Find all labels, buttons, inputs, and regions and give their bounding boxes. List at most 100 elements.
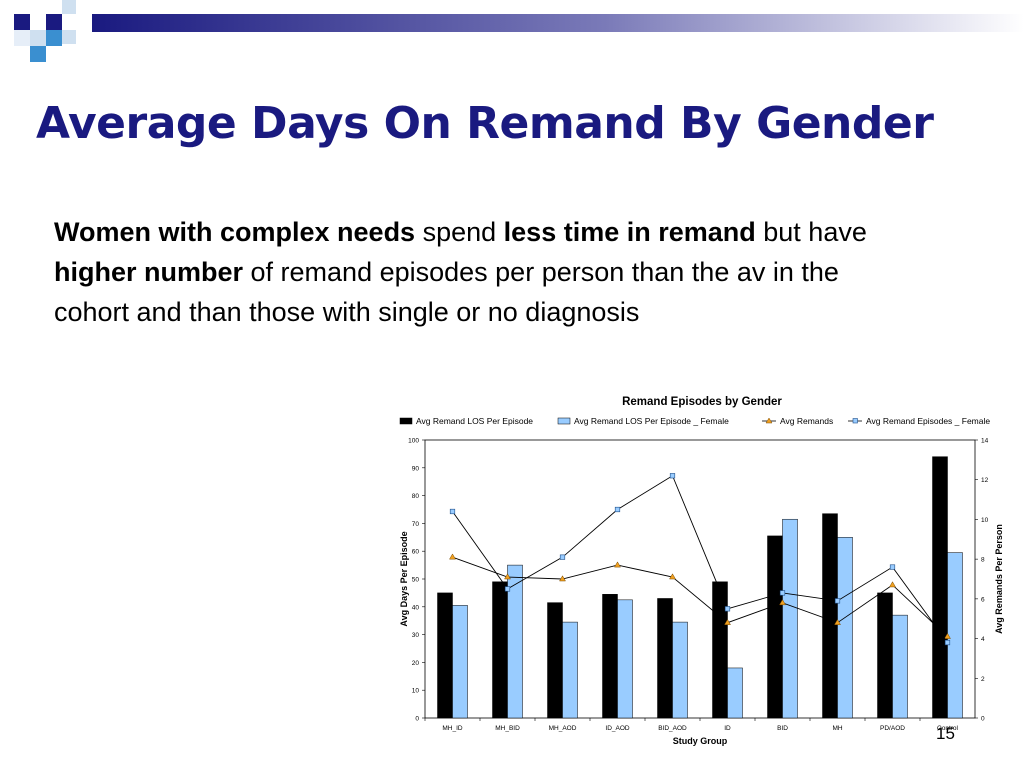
y-tick-label: 100 xyxy=(408,438,419,445)
point-marker xyxy=(669,573,676,580)
remand-chart: Remand Episodes by Gender Avg Remand LOS … xyxy=(399,396,1004,746)
y-tick-label: 50 xyxy=(412,577,420,584)
x-tick-label: ID_AOD xyxy=(605,725,630,732)
bar xyxy=(892,614,908,719)
y-tick-label: 40 xyxy=(412,604,420,611)
y2-tick-label: 6 xyxy=(981,596,985,603)
x-tick-label: MH_ID xyxy=(442,725,463,732)
bar xyxy=(547,602,563,719)
body-text-run: of remand episodes per person than the a… xyxy=(54,257,839,327)
bar xyxy=(837,537,853,719)
point-marker xyxy=(724,618,731,625)
y-tick-label: 80 xyxy=(412,493,420,500)
legend-label: Avg Remands xyxy=(780,416,833,426)
legend-label: Avg Remand LOS Per Episode _ Female xyxy=(574,416,729,426)
chart-title: Remand Episodes by Gender xyxy=(622,396,782,408)
point-marker xyxy=(449,508,456,515)
slide-body-text: Women with complex needs spend less time… xyxy=(54,212,894,332)
slide-number: 15 xyxy=(936,724,955,743)
decor-square xyxy=(14,30,30,46)
decor-square xyxy=(62,0,76,14)
y2-tick-label: 4 xyxy=(981,636,985,643)
point-marker xyxy=(779,599,786,606)
legend-marker xyxy=(765,417,773,424)
bar xyxy=(727,667,743,719)
y2-tick-label: 14 xyxy=(981,438,989,445)
body-text-run: Women with complex needs xyxy=(54,217,416,247)
bar xyxy=(672,621,688,719)
x-axis-title: Study Group xyxy=(673,736,728,746)
x-tick-label: PD/AOD xyxy=(880,725,905,732)
bar xyxy=(437,592,453,719)
point-marker xyxy=(889,581,896,588)
bar xyxy=(657,598,673,719)
x-tick-label: MH xyxy=(832,725,842,732)
y-tick-label: 90 xyxy=(412,465,420,472)
decor-square xyxy=(62,30,76,44)
slide-title: Average Days On Remand By Gender xyxy=(36,98,934,149)
bar xyxy=(507,564,523,719)
decor-square xyxy=(46,14,62,30)
y-tick-label: 30 xyxy=(412,632,420,639)
point-marker xyxy=(669,473,676,479)
legend-swatch xyxy=(399,417,413,425)
point-marker xyxy=(889,564,896,570)
y-tick-label: 0 xyxy=(415,716,419,723)
header-gradient-band xyxy=(92,14,1024,32)
x-tick-label: MH_BID xyxy=(495,725,520,732)
y-axis-title: Avg Days Per Episode xyxy=(399,531,409,626)
bar xyxy=(767,535,783,719)
bar xyxy=(562,621,578,719)
decor-square xyxy=(30,46,46,62)
legend-marker xyxy=(852,418,858,424)
y2-tick-label: 2 xyxy=(981,676,985,683)
y2-axis-title: Avg Remands Per Person xyxy=(994,524,1004,634)
x-tick-label: ID xyxy=(724,725,731,732)
point-marker xyxy=(944,632,951,639)
point-marker xyxy=(724,606,731,612)
y-tick-label: 10 xyxy=(412,688,420,695)
body-text-run: less time in remand xyxy=(503,217,756,247)
bar xyxy=(492,581,508,719)
x-tick-label: BID_AOD xyxy=(658,725,687,732)
decor-square xyxy=(46,30,62,46)
legend-label: Avg Remand Episodes _ Female xyxy=(866,416,990,426)
series-line xyxy=(452,556,948,637)
point-marker xyxy=(834,618,841,625)
decor-square xyxy=(30,30,46,46)
body-text-run: spend xyxy=(415,217,504,247)
decorative-header-bar xyxy=(14,0,1024,62)
point-marker xyxy=(504,573,511,580)
bar xyxy=(877,592,893,719)
bar xyxy=(617,599,633,719)
y2-tick-label: 0 xyxy=(981,716,985,723)
decor-square xyxy=(14,14,30,30)
point-marker xyxy=(614,561,621,568)
bar xyxy=(712,581,728,719)
point-marker xyxy=(449,553,456,560)
bar xyxy=(452,605,468,719)
body-text-run: but have xyxy=(755,217,867,247)
point-marker xyxy=(559,575,566,582)
body-text-run: higher number xyxy=(54,257,244,287)
y-tick-label: 60 xyxy=(412,549,420,556)
bar xyxy=(947,552,963,719)
point-marker xyxy=(504,586,511,592)
y2-tick-label: 10 xyxy=(981,517,989,524)
point-marker xyxy=(779,590,786,596)
x-tick-label: Control xyxy=(937,725,959,732)
legend-label: Avg Remand LOS Per Episode xyxy=(416,416,533,426)
legend-swatch xyxy=(557,417,571,425)
bar xyxy=(602,594,618,719)
bar xyxy=(822,513,838,719)
point-marker xyxy=(614,506,621,513)
y-tick-label: 70 xyxy=(412,521,420,528)
y2-tick-label: 12 xyxy=(981,477,989,484)
bar xyxy=(782,518,798,719)
y2-tick-label: 8 xyxy=(981,557,985,564)
point-marker xyxy=(944,639,951,646)
series-line xyxy=(452,475,948,643)
bar xyxy=(932,456,948,719)
y-tick-label: 20 xyxy=(412,660,420,667)
x-tick-label: MH_AOD xyxy=(549,725,577,732)
